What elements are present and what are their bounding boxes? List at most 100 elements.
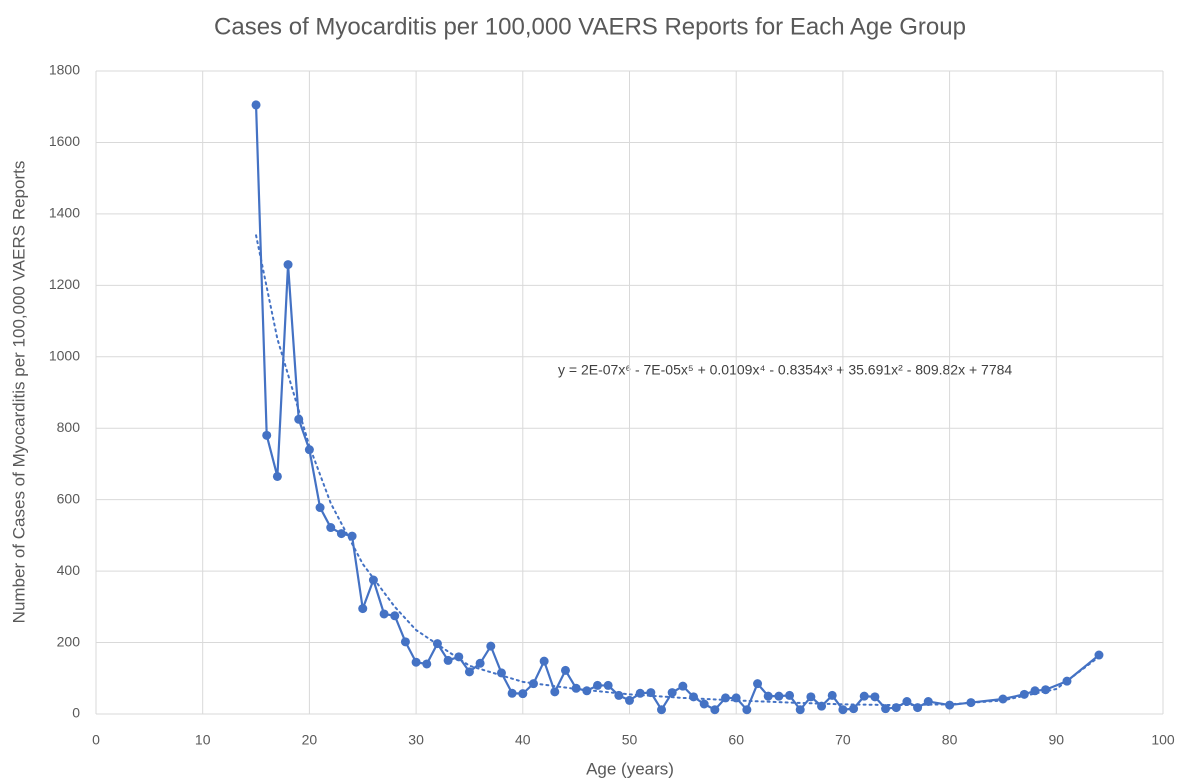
data-point	[368, 575, 378, 585]
data-point	[1019, 689, 1029, 699]
y-tick-label: 0	[72, 705, 80, 721]
data-point	[646, 688, 656, 698]
data-point	[966, 698, 976, 708]
data-point	[635, 688, 645, 698]
data-point	[945, 700, 955, 710]
data-point	[294, 414, 304, 424]
data-point	[486, 641, 496, 651]
data-point	[625, 695, 634, 705]
y-tick-label: 200	[57, 633, 81, 649]
x-tick-label: 90	[1049, 732, 1065, 748]
data-point	[721, 693, 731, 703]
data-point	[785, 690, 795, 700]
data-point	[849, 704, 859, 714]
y-tick-label: 400	[57, 562, 81, 578]
data-point	[1062, 676, 1072, 686]
data-point	[251, 100, 261, 110]
data-point	[763, 691, 773, 701]
y-tick-label: 1800	[49, 62, 80, 78]
x-tick-label: 50	[622, 732, 638, 748]
data-point	[443, 655, 453, 665]
data-point	[998, 694, 1008, 704]
data-point	[678, 681, 688, 691]
y-tick-label: 600	[57, 490, 81, 506]
x-tick-label: 80	[942, 732, 958, 748]
data-point	[667, 688, 677, 698]
data-point	[326, 523, 336, 533]
x-tick-label: 30	[408, 732, 424, 748]
data-point	[315, 503, 325, 513]
y-tick-label: 1600	[49, 133, 80, 149]
data-point	[496, 668, 506, 678]
x-tick-label: 0	[92, 732, 100, 748]
data-point	[528, 679, 538, 689]
data-point	[390, 611, 400, 621]
y-tick-label: 800	[57, 419, 81, 435]
data-point	[262, 430, 272, 440]
x-tick-label: 20	[302, 732, 318, 748]
data-point	[560, 665, 570, 675]
data-point	[603, 680, 613, 690]
data-point	[432, 639, 442, 649]
data-point	[304, 445, 314, 455]
data-point	[870, 692, 880, 702]
data-point	[753, 679, 763, 689]
data-point	[806, 692, 816, 702]
data-point	[539, 656, 549, 666]
data-point	[699, 699, 709, 709]
y-tick-label: 1200	[49, 276, 80, 292]
data-point	[614, 690, 624, 700]
x-tick-label: 100	[1151, 732, 1175, 748]
data-point	[475, 658, 485, 668]
y-axis-label: Number of Cases of Myocarditis per 100,0…	[9, 161, 28, 624]
data-point	[582, 686, 592, 696]
data-point	[358, 604, 368, 614]
trendline	[255, 234, 1100, 707]
x-tick-label: 40	[515, 732, 531, 748]
data-point	[1041, 685, 1051, 695]
data-point	[902, 696, 912, 706]
data-point	[923, 696, 933, 706]
data-point	[272, 471, 282, 481]
x-tick-label: 70	[835, 732, 851, 748]
data-point	[657, 705, 667, 715]
data-point	[464, 667, 474, 677]
data-point	[400, 637, 410, 647]
data-point	[518, 689, 528, 699]
x-tick-label: 60	[728, 732, 744, 748]
data-point	[817, 701, 827, 711]
data-point	[795, 705, 805, 715]
data-point	[838, 705, 848, 715]
data-point	[891, 703, 901, 713]
data-point	[283, 260, 293, 270]
series-line	[254, 104, 1100, 712]
x-axis-label: Age (years)	[586, 759, 674, 778]
data-point	[859, 691, 869, 701]
data-point	[422, 659, 432, 669]
data-point	[827, 690, 837, 700]
data-point	[1094, 650, 1104, 660]
data-point	[507, 688, 517, 698]
data-point	[731, 693, 741, 703]
data-point	[347, 531, 357, 541]
y-tick-label: 1000	[49, 347, 80, 363]
data-point	[774, 691, 784, 701]
data-point	[742, 705, 752, 715]
data-point	[592, 680, 602, 690]
x-tick-label: 10	[195, 732, 211, 748]
data-point	[336, 529, 346, 539]
data-point	[571, 683, 581, 693]
data-point	[689, 692, 699, 702]
data-point	[1030, 686, 1040, 696]
data-point	[913, 703, 923, 713]
trendline-equation: y = 2E-07x⁶ - 7E-05x⁵ + 0.0109x⁴ - 0.835…	[558, 362, 1012, 378]
data-point	[881, 704, 891, 714]
chart-title: Cases of Myocarditis per 100,000 VAERS R…	[214, 13, 966, 40]
data-point	[411, 657, 421, 667]
data-point	[710, 705, 720, 715]
data-point	[454, 652, 464, 662]
data-point	[379, 609, 389, 619]
y-tick-label: 1400	[49, 205, 80, 221]
data-point	[550, 687, 560, 697]
